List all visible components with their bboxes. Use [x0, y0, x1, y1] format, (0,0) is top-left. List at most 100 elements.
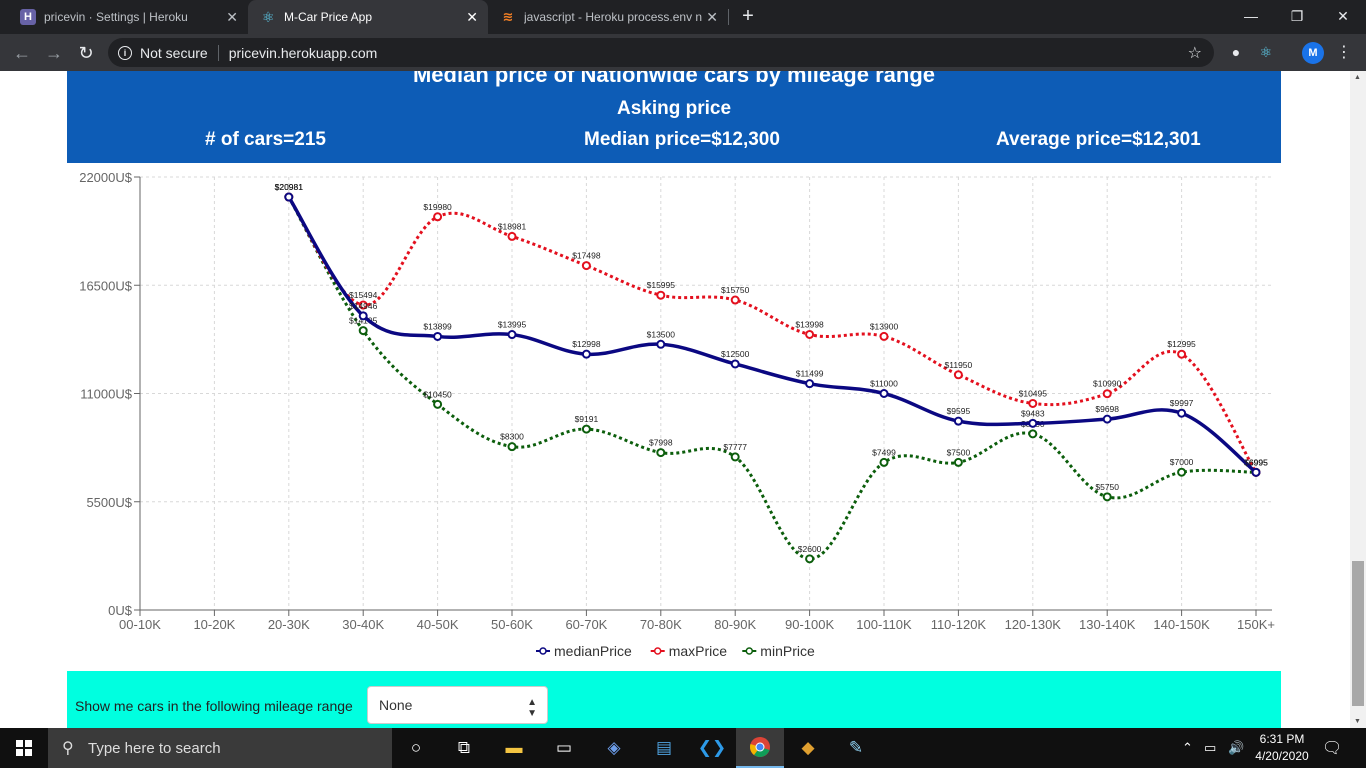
data-point-medianPrice — [879, 389, 889, 398]
close-tab-icon[interactable]: ✕ — [466, 9, 478, 25]
system-clock[interactable]: 6:31 PM 4/20/2020 — [1252, 731, 1312, 765]
taskbar-search[interactable]: ⚲ Type here to search — [48, 728, 392, 768]
battery-icon[interactable]: ▭ — [1204, 740, 1217, 755]
data-point-medianPrice — [581, 349, 591, 359]
data-point-minPrice — [433, 399, 443, 409]
y-tick-label: 0U$ — [108, 603, 133, 618]
data-label-medianPrice: $20981 — [275, 182, 304, 192]
data-label-maxPrice: $10990 — [1093, 379, 1122, 389]
scroll-up-icon[interactable]: ▲ — [1354, 74, 1361, 81]
notification-center-icon[interactable]: 🗨 — [1322, 740, 1343, 757]
close-tab-icon[interactable]: ✕ — [706, 9, 718, 25]
data-point-medianPrice — [730, 359, 740, 369]
vscode-icon[interactable]: ❮❯ — [697, 738, 727, 757]
extension-icon[interactable]: ● — [1231, 44, 1241, 60]
tab-stackoverflow[interactable]: ≋ javascript - Heroku process.env n ✕ — [488, 0, 728, 34]
reload-button[interactable]: ↻ — [78, 42, 94, 63]
file-explorer-icon[interactable]: ▬ — [505, 738, 523, 757]
x-tick-label: 40-50K — [417, 617, 459, 632]
data-label-medianPrice: $14946 — [349, 301, 378, 311]
data-label-minPrice: $7777 — [723, 442, 747, 452]
y-tick-label: 22000U$ — [79, 170, 133, 185]
x-tick-label: 20-30K — [268, 617, 310, 632]
terminal-icon[interactable]: ▭ — [555, 738, 573, 757]
tray-chevron-icon[interactable]: ⌃ — [1182, 740, 1193, 755]
data-point-medianPrice — [1251, 467, 1261, 477]
data-point-minPrice — [507, 442, 517, 452]
data-label-medianPrice: $13995 — [498, 320, 527, 330]
x-tick-label: 140-150K — [1153, 617, 1210, 632]
volume-icon[interactable]: 🔊 — [1228, 740, 1245, 755]
data-point-maxPrice — [953, 370, 963, 380]
scroll-down-icon[interactable]: ▼ — [1354, 718, 1361, 725]
median-price: Median price=$12,300 — [584, 129, 780, 150]
git-client-icon[interactable]: ◆ — [801, 738, 815, 757]
data-point-maxPrice — [730, 295, 740, 305]
data-label-maxPrice: $6995 — [1244, 457, 1268, 467]
data-label-minPrice: $14195 — [349, 316, 378, 326]
mileage-range-select[interactable]: None ▲ ▼ — [367, 686, 548, 724]
close-tab-icon[interactable]: ✕ — [226, 9, 238, 25]
mysql-workbench-icon[interactable]: ◈ — [607, 738, 621, 757]
x-tick-label: 120-130K — [1005, 617, 1062, 632]
menu-icon[interactable]: ⋮ — [1336, 44, 1352, 61]
legend-marker — [539, 647, 547, 655]
clock-time: 6:31 PM — [1259, 732, 1305, 746]
x-tick-label: 110-120K — [931, 617, 987, 632]
cortana-icon[interactable]: ○ — [410, 738, 422, 757]
data-label-minPrice: $10450 — [423, 389, 452, 399]
task-view-icon[interactable]: ⧉ — [457, 738, 471, 757]
x-tick-label: 70-80K — [640, 617, 682, 632]
tab-heroku-settings[interactable]: H pricevin · Settings | Heroku ✕ — [8, 0, 248, 34]
line-chart-container: 0U$ 5500U$ 11000U$ 16500U$ 22000U$ 00-10K 10-2… — [0, 163, 1350, 671]
url-text[interactable]: pricevin.herokuapp.com — [228, 44, 378, 61]
close-window-button[interactable]: ✕ — [1337, 7, 1349, 24]
scrollbar-thumb[interactable] — [1352, 561, 1364, 706]
data-point-maxPrice — [358, 300, 368, 310]
tab-mcar-price-app[interactable]: ⚛ M-Car Price App ✕ — [248, 0, 488, 34]
select-value: None — [379, 697, 413, 713]
legend-label: maxPrice — [669, 643, 728, 659]
tab-label: pricevin · Settings | Heroku — [44, 10, 188, 24]
react-devtools-icon[interactable]: ⚛ — [1259, 43, 1273, 60]
car-count: # of cars=215 — [205, 129, 326, 150]
data-label-maxPrice: $10495 — [1019, 388, 1048, 398]
chrome-icon[interactable] — [736, 728, 784, 768]
bookmark-star-icon[interactable]: ☆ — [1187, 44, 1202, 62]
clock-date: 4/20/2020 — [1255, 749, 1309, 763]
data-label-maxPrice: $19980 — [423, 202, 452, 212]
filter-label: Show me cars in the following mileage ra… — [75, 698, 353, 714]
paint-icon[interactable]: ✎ — [848, 738, 864, 757]
minimize-button[interactable]: — — [1244, 8, 1258, 24]
data-label-minPrice: $5750 — [1095, 482, 1119, 492]
data-label-minPrice: $8300 — [500, 432, 524, 442]
legend-marker — [745, 647, 754, 655]
data-label-minPrice: $7499 — [872, 447, 896, 457]
address-bar[interactable]: i Not secure pricevin.herokuapp.com ☆ — [108, 38, 1214, 67]
control-panel-icon[interactable]: ▤ — [655, 738, 673, 757]
info-icon[interactable]: i — [118, 45, 132, 60]
back-button[interactable]: ← — [13, 42, 31, 63]
tab-label: M-Car Price App — [284, 10, 373, 24]
data-point-minPrice — [730, 452, 740, 462]
data-point-medianPrice — [656, 339, 666, 349]
react-icon: ⚛ — [261, 8, 275, 25]
data-point-maxPrice — [433, 212, 443, 222]
stackoverflow-icon: ≋ — [502, 9, 514, 24]
new-tab-button[interactable]: + — [742, 5, 754, 27]
chrome-logo-icon — [750, 737, 770, 757]
y-tick-label: 5500U$ — [86, 495, 132, 510]
forward-button[interactable]: → — [45, 42, 63, 63]
data-label-maxPrice: $20981 — [275, 182, 304, 192]
page-scrollbar[interactable]: ▲ ▼ — [1350, 71, 1366, 728]
data-label-medianPrice: $11499 — [796, 369, 824, 379]
data-point-medianPrice — [433, 331, 443, 341]
restore-button[interactable]: ❐ — [1290, 7, 1304, 24]
profile-avatar[interactable]: M — [1302, 42, 1324, 64]
average-price: Average price=$12,301 — [996, 129, 1201, 150]
start-button[interactable] — [0, 728, 48, 768]
chart-header-banner: Median price of Nationwide cars by milea… — [67, 71, 1281, 163]
data-label-maxPrice: $15995 — [647, 280, 676, 290]
data-label-medianPrice: $13500 — [647, 329, 676, 339]
data-point-maxPrice — [1177, 349, 1187, 359]
